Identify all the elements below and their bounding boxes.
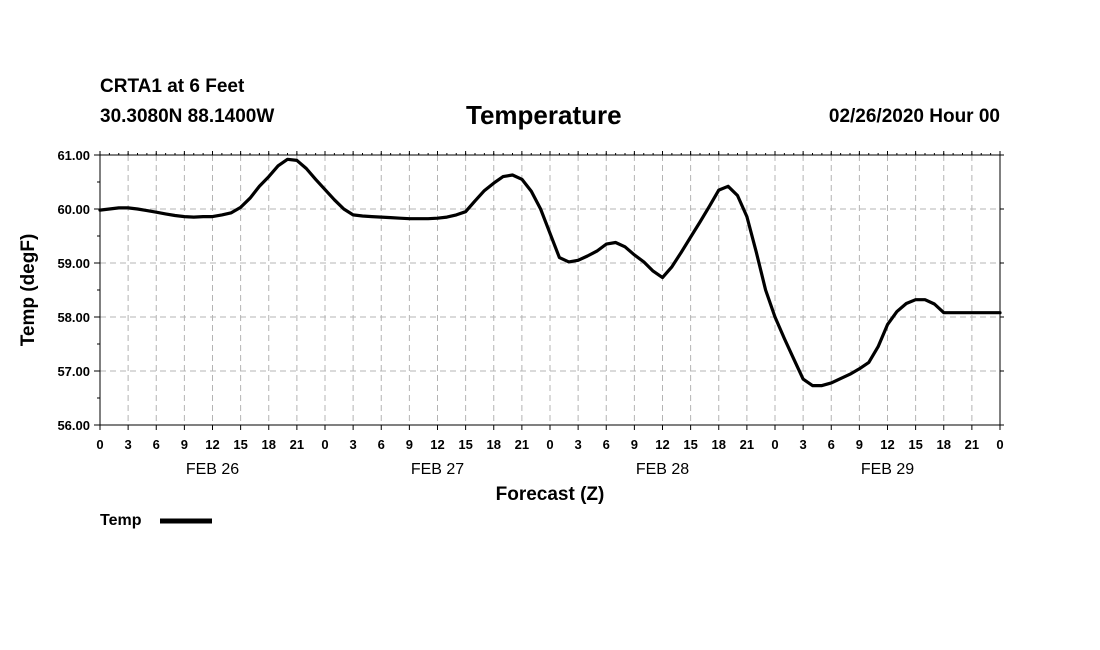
y-tick-label: 56.00 xyxy=(57,418,90,433)
x-tick-label: 18 xyxy=(487,437,501,452)
x-tick-label: 6 xyxy=(378,437,385,452)
x-tick-label: 12 xyxy=(880,437,894,452)
day-label: FEB 27 xyxy=(411,461,464,478)
x-tick-label: 15 xyxy=(458,437,472,452)
x-tick-label: 6 xyxy=(153,437,160,452)
x-tick-label: 15 xyxy=(233,437,247,452)
y-tick-label: 58.00 xyxy=(57,310,90,325)
chart-legend: Temp xyxy=(100,512,212,529)
day-label: FEB 29 xyxy=(861,461,914,478)
forecast-issue-time: 02/26/2020 Hour 00 xyxy=(828,106,1000,127)
legend-label-temp: Temp xyxy=(100,512,142,529)
y-axis-label: Temp (degF) xyxy=(18,234,39,347)
x-tick-label: 9 xyxy=(406,437,413,452)
x-tick-label: 3 xyxy=(800,437,807,452)
x-tick-label: 9 xyxy=(631,437,638,452)
x-tick-label: 9 xyxy=(856,437,863,452)
y-tick-label: 59.00 xyxy=(57,256,90,271)
x-tick-label: 0 xyxy=(321,437,328,452)
x-tick-label: 21 xyxy=(290,437,304,452)
x-tick-label: 0 xyxy=(96,437,103,452)
chart-grid xyxy=(100,155,1000,425)
x-tick-label: 18 xyxy=(712,437,726,452)
chart-title: Temperature xyxy=(466,100,622,130)
x-tick-label: 18 xyxy=(262,437,276,452)
y-axis: 56.00 57.00 58.00 59.00 60.00 61.00 xyxy=(57,148,1004,433)
x-axis-label: Forecast (Z) xyxy=(496,484,605,505)
y-tick-label: 57.00 xyxy=(57,364,90,379)
temp-series-line xyxy=(98,157,1002,388)
x-tick-label: 0 xyxy=(771,437,778,452)
day-label: FEB 28 xyxy=(636,461,689,478)
x-tick-label: 0 xyxy=(996,437,1003,452)
x-tick-label: 3 xyxy=(350,437,357,452)
x-tick-label: 12 xyxy=(430,437,444,452)
x-tick-label: 6 xyxy=(828,437,835,452)
x-axis: 0 3 6 9 12 15 18 21 0 3 6 9 12 15 18 21 0 3 6 9 12 15 18 21 0 3 6 9… xyxy=(96,151,1004,478)
x-tick-label: 3 xyxy=(575,437,582,452)
x-tick-label: 9 xyxy=(181,437,188,452)
x-tick-label: 12 xyxy=(655,437,669,452)
x-tick-label: 3 xyxy=(125,437,132,452)
x-tick-label: 12 xyxy=(205,437,219,452)
station-coordinates: 30.3080N 88.1400W xyxy=(100,106,275,127)
x-tick-label: 21 xyxy=(965,437,979,452)
x-tick-label: 21 xyxy=(740,437,754,452)
x-tick-label: 15 xyxy=(908,437,922,452)
day-label: FEB 26 xyxy=(186,461,239,478)
x-tick-label: 18 xyxy=(937,437,951,452)
x-tick-label: 21 xyxy=(515,437,529,452)
x-tick-label: 0 xyxy=(546,437,553,452)
x-tick-label: 6 xyxy=(603,437,610,452)
y-tick-label: 61.00 xyxy=(57,148,90,163)
station-name: CRTA1 at 6 Feet xyxy=(100,76,245,97)
x-tick-label: 15 xyxy=(683,437,697,452)
y-tick-label: 60.00 xyxy=(57,202,90,217)
